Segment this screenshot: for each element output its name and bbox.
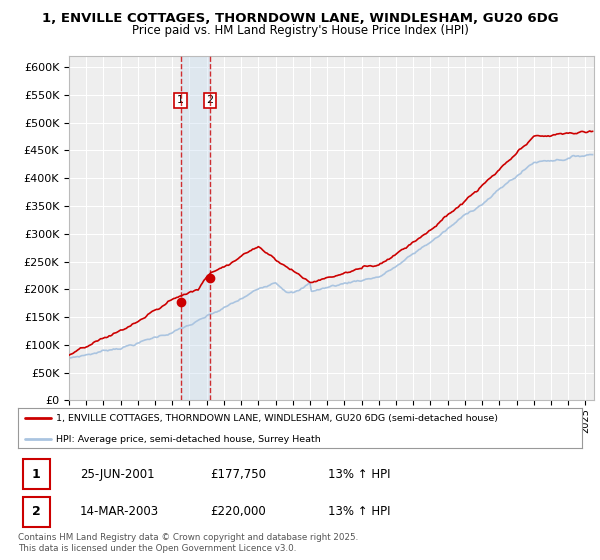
Text: 2: 2	[32, 505, 40, 519]
Text: 2: 2	[206, 95, 214, 105]
FancyBboxPatch shape	[23, 459, 50, 489]
Text: Contains HM Land Registry data © Crown copyright and database right 2025.
This d: Contains HM Land Registry data © Crown c…	[18, 533, 358, 553]
Text: 1, ENVILLE COTTAGES, THORNDOWN LANE, WINDLESHAM, GU20 6DG: 1, ENVILLE COTTAGES, THORNDOWN LANE, WIN…	[41, 12, 559, 25]
Text: HPI: Average price, semi-detached house, Surrey Heath: HPI: Average price, semi-detached house,…	[56, 435, 321, 444]
Bar	[181, 56, 210, 400]
Text: 13% ↑ HPI: 13% ↑ HPI	[328, 468, 391, 480]
FancyBboxPatch shape	[23, 497, 50, 527]
Text: 13% ↑ HPI: 13% ↑ HPI	[328, 505, 391, 519]
Text: Price paid vs. HM Land Registry's House Price Index (HPI): Price paid vs. HM Land Registry's House …	[131, 24, 469, 37]
Text: £220,000: £220,000	[210, 505, 266, 519]
Text: 1, ENVILLE COTTAGES, THORNDOWN LANE, WINDLESHAM, GU20 6DG (semi-detached house): 1, ENVILLE COTTAGES, THORNDOWN LANE, WIN…	[56, 414, 499, 423]
Text: 14-MAR-2003: 14-MAR-2003	[80, 505, 159, 519]
Text: £177,750: £177,750	[210, 468, 266, 480]
Text: 1: 1	[177, 95, 184, 105]
Text: 1: 1	[32, 468, 40, 480]
Text: 25-JUN-2001: 25-JUN-2001	[80, 468, 155, 480]
